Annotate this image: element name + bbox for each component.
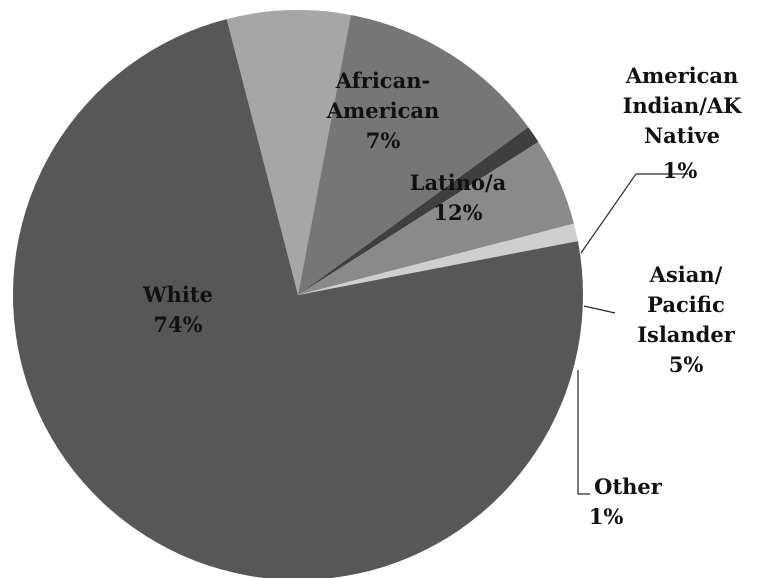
label-line: White (142, 282, 213, 307)
leader-line-other (577, 370, 590, 495)
pie-slices (13, 10, 583, 578)
slice-labels: African- American 7% Latino/a 12% American Ind… (142, 63, 742, 529)
percent-label: 1% (663, 158, 698, 183)
leader-line-american-indian-ak-native (580, 173, 688, 254)
label-asian-pacific-islander: Asian/Pacific Islander 5% (637, 262, 736, 377)
slice-other (298, 223, 578, 295)
leader-line-asian-pacific-islander (583, 305, 616, 314)
percent-label: 5% (669, 352, 704, 377)
label-line: Latino/a (410, 170, 507, 195)
label-line: Native (644, 123, 720, 148)
label-line: Islander (637, 322, 736, 347)
percent-label: 74% (153, 312, 202, 337)
label-line: Pacific (647, 292, 725, 317)
label-american-indian-ak-native: American Indian/AK Native 1% (623, 63, 743, 183)
slice-asian-pacific-islander (298, 141, 574, 295)
label-african-american: African- American 7% (326, 68, 440, 153)
label-line: American (625, 63, 739, 88)
label-white: White 74% (142, 282, 213, 337)
label-line: Indian/AK (623, 93, 743, 118)
slice-white (13, 19, 583, 578)
label-line: African- (335, 68, 430, 93)
label-line: Other (594, 474, 663, 499)
leader-lines (577, 173, 688, 495)
label-other: Other 1% (589, 474, 663, 529)
slice-american-indian-ak-native (298, 127, 539, 295)
label-line: American (326, 98, 440, 123)
percent-label: 12% (433, 200, 482, 225)
slice-african-american (226, 10, 351, 296)
label-latino-a: Latino/a 12% (410, 170, 507, 225)
percent-label: 7% (366, 128, 401, 153)
percent-label: 1% (589, 504, 624, 529)
label-line: Asian/ (649, 262, 723, 287)
slice-latino-a (298, 14, 529, 296)
